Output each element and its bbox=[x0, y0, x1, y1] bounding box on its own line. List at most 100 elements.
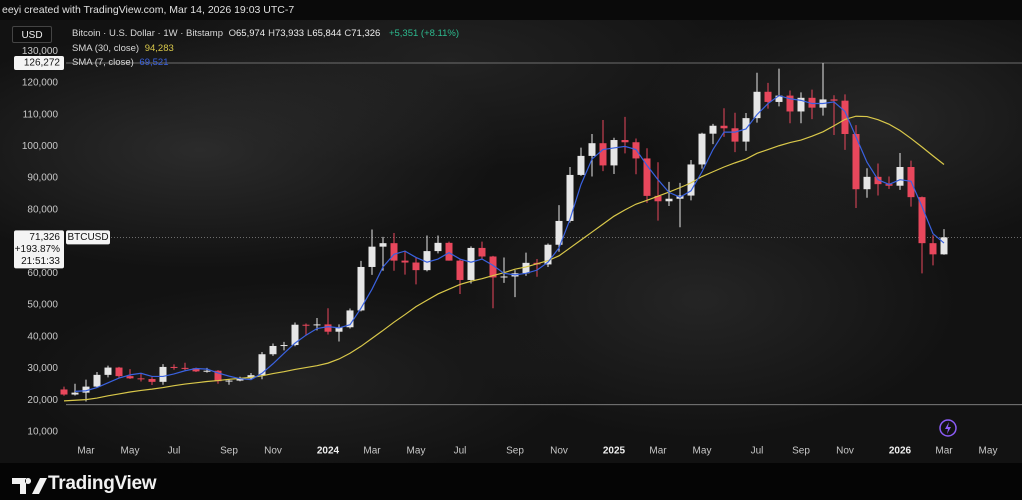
x-tick-label: Mar bbox=[935, 446, 953, 457]
price-label-box bbox=[14, 55, 64, 70]
candle-body bbox=[247, 375, 255, 379]
y-tick-label: 20,000 bbox=[27, 395, 58, 406]
price-label-countdown: 21:51:33 bbox=[21, 256, 60, 267]
candle-body bbox=[93, 374, 101, 387]
candle-body bbox=[808, 97, 816, 108]
candle-body bbox=[698, 133, 706, 165]
candle-body bbox=[214, 370, 222, 382]
candle-body bbox=[335, 327, 343, 332]
candle-body bbox=[170, 366, 178, 368]
y-tick-label: 90,000 bbox=[27, 173, 58, 184]
candle-body bbox=[71, 392, 79, 395]
x-tick-label: Jul bbox=[751, 446, 764, 457]
x-tick-label: Jul bbox=[454, 446, 467, 457]
y-tick-label: 80,000 bbox=[27, 204, 58, 215]
candle-body bbox=[610, 140, 618, 166]
candle-body bbox=[500, 276, 508, 278]
candle-body bbox=[918, 197, 926, 244]
x-tick-label: Nov bbox=[264, 446, 282, 457]
candle-body bbox=[742, 118, 750, 142]
candle-body bbox=[368, 246, 376, 267]
candle-body bbox=[401, 260, 409, 263]
y-tick-label: 110,000 bbox=[23, 109, 59, 120]
symbol-box bbox=[66, 230, 110, 245]
ohlc-label: H bbox=[268, 28, 275, 39]
candle-body bbox=[181, 367, 189, 369]
logo bbox=[12, 478, 47, 494]
x-tick-label: 2026 bbox=[889, 446, 912, 457]
candle-body bbox=[588, 143, 596, 156]
candle-body bbox=[775, 95, 783, 102]
candle-body bbox=[313, 324, 321, 326]
y-tick-label: 60,000 bbox=[27, 268, 58, 279]
candle-body bbox=[423, 251, 431, 271]
candle-body bbox=[940, 237, 948, 255]
candle-body bbox=[665, 198, 673, 202]
candle-body bbox=[687, 164, 695, 196]
x-tick-label: Sep bbox=[220, 446, 238, 457]
candle-body bbox=[566, 174, 574, 221]
ohlc-label: C bbox=[344, 28, 352, 39]
candle-body bbox=[148, 378, 156, 382]
x-tick-label: Sep bbox=[506, 446, 524, 457]
candle-body bbox=[192, 368, 200, 372]
candle-body bbox=[544, 244, 552, 265]
candle-body bbox=[753, 91, 761, 119]
x-tick-label: Mar bbox=[649, 446, 667, 457]
x-tick-label: Nov bbox=[550, 446, 568, 457]
price-label-change: +193.87% bbox=[15, 244, 60, 255]
candle-body bbox=[764, 91, 772, 102]
x-tick-label: 2025 bbox=[603, 446, 626, 457]
x-tick-label: May bbox=[121, 446, 140, 457]
candle-body bbox=[489, 256, 497, 278]
candle-body bbox=[104, 367, 112, 375]
candle-body bbox=[137, 378, 145, 380]
ohlc: O65,974 H73,933 L65,844 C71,326 bbox=[229, 28, 384, 39]
candle-body bbox=[159, 366, 167, 382]
candle-body bbox=[390, 243, 398, 261]
x-tick-label: Mar bbox=[363, 446, 381, 457]
candle-body bbox=[929, 243, 937, 255]
candle-body bbox=[720, 125, 728, 129]
icon-bolt bbox=[945, 422, 951, 434]
candle-body bbox=[269, 345, 277, 355]
x-tick-label: 2024 bbox=[317, 446, 340, 457]
ohlc-value: 65,974 bbox=[236, 28, 266, 39]
ohlc-value: 73,933 bbox=[274, 28, 305, 39]
candle-body bbox=[456, 260, 464, 280]
currency: USD bbox=[12, 26, 52, 43]
candle-body bbox=[434, 242, 442, 252]
y-tick-label: 50,000 bbox=[27, 300, 58, 311]
replay-icon bbox=[939, 419, 957, 437]
price-label: 126,272 bbox=[24, 58, 61, 69]
candle-body bbox=[786, 95, 794, 112]
price-label-box bbox=[14, 230, 64, 269]
x-tick-label: Sep bbox=[792, 446, 810, 457]
candle-body bbox=[522, 262, 530, 274]
candle-body bbox=[577, 155, 585, 175]
legend-main: Bitcoin · U.S. Dollar · 1W · Bitstamp O6… bbox=[72, 28, 462, 39]
candle-body bbox=[60, 389, 68, 395]
candle-body bbox=[709, 125, 717, 134]
candle-body bbox=[830, 99, 838, 101]
candle-body bbox=[863, 176, 871, 190]
legend-sma7: SMA (7, close) 69,521 bbox=[72, 57, 171, 68]
y-tick-label: 30,000 bbox=[27, 363, 58, 374]
ohlc-value: 65,844 bbox=[312, 28, 342, 39]
candle-body bbox=[643, 158, 651, 196]
candle-body bbox=[379, 243, 387, 247]
candle-body bbox=[258, 354, 266, 376]
candle-body bbox=[874, 176, 882, 185]
candle-body bbox=[291, 324, 299, 346]
candle-body bbox=[346, 310, 354, 328]
candle-body bbox=[852, 133, 860, 190]
price-label: 71,326 bbox=[29, 232, 60, 243]
change: +5,351 (+8.11%) bbox=[388, 28, 460, 39]
symbol-label: BTCUSD bbox=[67, 232, 108, 243]
candle-body bbox=[236, 378, 244, 381]
candle-body bbox=[203, 370, 211, 372]
candle-body bbox=[445, 242, 453, 261]
candle-body bbox=[599, 143, 607, 166]
